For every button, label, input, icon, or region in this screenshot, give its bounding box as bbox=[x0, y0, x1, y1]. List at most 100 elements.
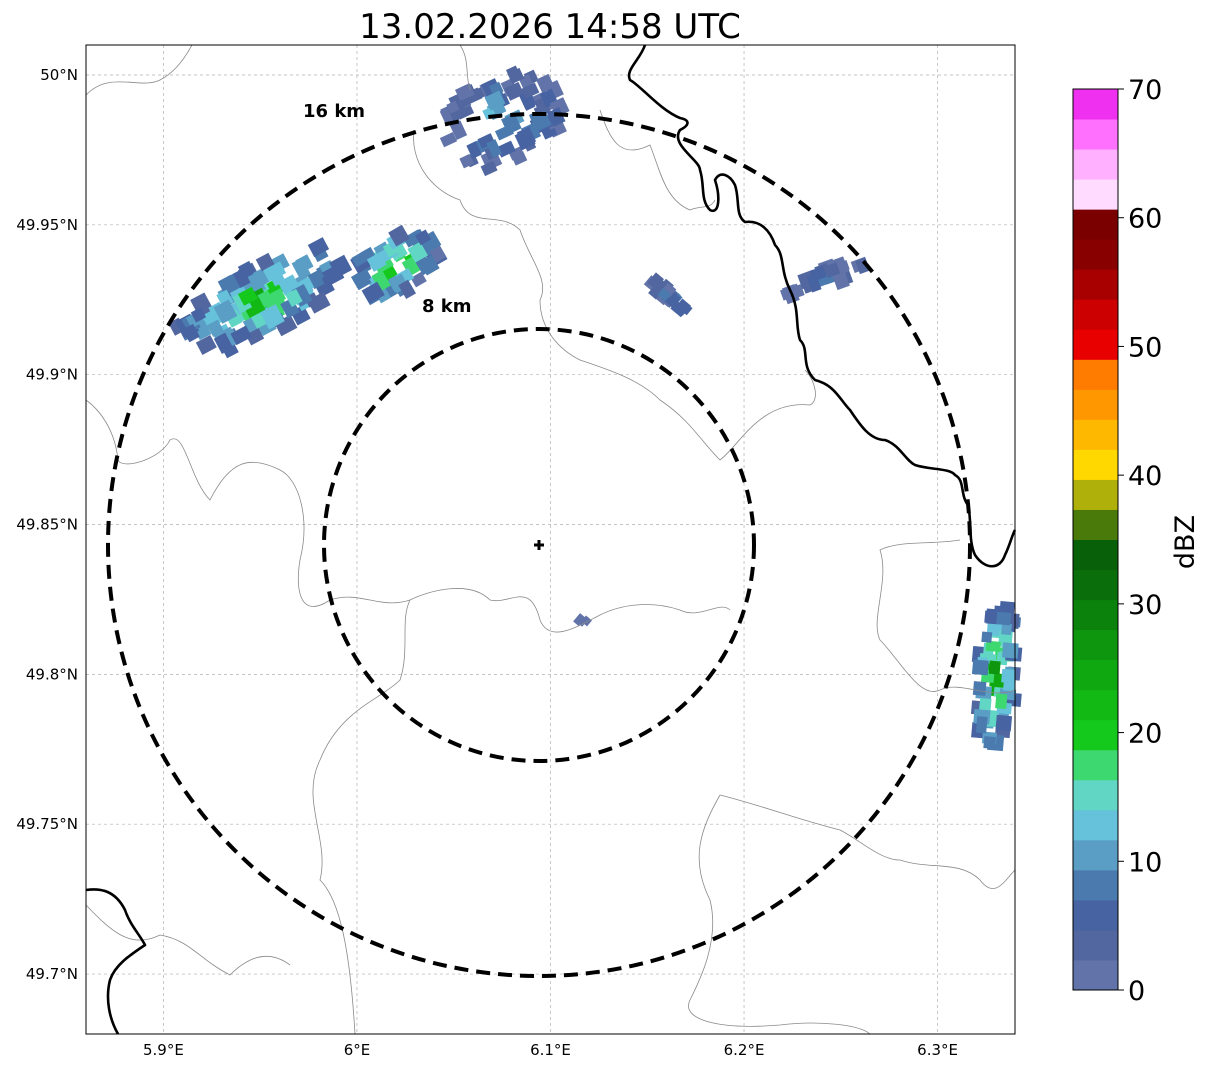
echo-pixel bbox=[657, 287, 671, 302]
echo-pixel bbox=[207, 319, 225, 338]
echo-pixel bbox=[232, 268, 251, 289]
echo-pixel bbox=[195, 334, 217, 355]
colorbar-tick-label: 20 bbox=[1128, 719, 1162, 750]
ring-16km bbox=[106, 112, 972, 978]
echo-pixel bbox=[806, 273, 822, 293]
echo-northwest-cell bbox=[168, 237, 353, 359]
echo-pixel bbox=[307, 291, 331, 314]
colorbar-swatch bbox=[1073, 509, 1118, 540]
echo-pixel bbox=[388, 273, 408, 292]
admin-borders bbox=[85, 44, 1017, 1035]
colorbar-swatch bbox=[1073, 659, 1118, 691]
colorbar-swatch bbox=[1073, 89, 1118, 120]
colorbar-swatch bbox=[1073, 599, 1118, 631]
echo-pixel bbox=[972, 681, 987, 696]
y-tick-label: 49.95°N bbox=[16, 216, 78, 234]
echo-pixel bbox=[832, 271, 850, 291]
colorbar-swatch bbox=[1073, 809, 1118, 841]
colorbar-tick-label: 40 bbox=[1128, 461, 1162, 492]
colorbar-tick-label: 30 bbox=[1128, 590, 1162, 621]
echo-pixel bbox=[547, 107, 566, 127]
colorbar-swatch bbox=[1073, 899, 1118, 931]
map-axes[interactable]: 8 km 16 km bbox=[85, 44, 1030, 1035]
echo-pixel bbox=[480, 160, 498, 177]
echo-pixel bbox=[1001, 642, 1019, 659]
colorbar-swatch bbox=[1073, 719, 1118, 751]
echo-pixel bbox=[459, 153, 475, 169]
echo-pixel bbox=[285, 288, 303, 308]
radar-site-marker bbox=[534, 540, 544, 550]
colorbar-swatch bbox=[1073, 779, 1118, 811]
echo-pixel bbox=[295, 254, 314, 273]
colorbar-swatch bbox=[1073, 209, 1118, 240]
echo-pixel bbox=[274, 314, 298, 337]
colorbar-swatch bbox=[1073, 959, 1118, 991]
echo-pixel bbox=[398, 279, 417, 300]
echo-pixel bbox=[407, 241, 428, 263]
echo-southeast-edge-cell bbox=[970, 601, 1023, 752]
y-tick-label: 49.85°N bbox=[16, 516, 78, 534]
y-tick-label: 49.8°N bbox=[26, 665, 78, 683]
echo-pixel bbox=[661, 282, 677, 298]
echo-pixel bbox=[836, 260, 850, 273]
colorbar-label: dBZ bbox=[1170, 515, 1201, 569]
echo-northeast-small-cell bbox=[643, 272, 693, 318]
echo-pixel bbox=[307, 270, 325, 290]
echo-pixel bbox=[213, 332, 234, 354]
x-tick-label: 5.9°E bbox=[143, 1041, 184, 1059]
x-tick-label: 6.2°E bbox=[724, 1041, 765, 1059]
colorbar: 0 10 20 30 40 50 60 70 dBZ bbox=[1072, 75, 1201, 1007]
colorbar-tick-label: 0 bbox=[1128, 976, 1145, 1007]
colorbar-swatch bbox=[1073, 479, 1118, 510]
echo-pixel bbox=[263, 261, 287, 283]
x-tick-label: 6°E bbox=[344, 1041, 371, 1059]
echo-pixel bbox=[388, 224, 410, 247]
colorbar-tick-label: 10 bbox=[1128, 847, 1162, 878]
echo-pixel bbox=[237, 286, 258, 306]
echo-pixel bbox=[454, 83, 475, 102]
echo-pixel bbox=[516, 126, 537, 148]
echo-pixel bbox=[415, 229, 432, 246]
echo-pixel bbox=[265, 288, 287, 307]
echo-pixel bbox=[648, 284, 663, 300]
x-axis-ticks: 5.9°E 6°E 6.1°E 6.2°E 6.3°E bbox=[143, 1041, 958, 1059]
echo-pixel bbox=[366, 252, 387, 272]
colorbar-swatches bbox=[1073, 89, 1118, 991]
echo-pixel bbox=[996, 611, 1012, 626]
colorbar-frame bbox=[1072, 88, 1119, 991]
y-tick-label: 49.7°N bbox=[26, 965, 78, 983]
echo-pixel bbox=[351, 249, 371, 268]
echo-pixel bbox=[449, 120, 468, 141]
echo-pixel bbox=[486, 139, 503, 158]
echo-pixel bbox=[291, 283, 313, 307]
echo-pixel bbox=[484, 90, 506, 111]
echo-pixel bbox=[410, 271, 427, 288]
ring-8km-label: 8 km bbox=[422, 296, 472, 317]
echo-pixel bbox=[307, 237, 330, 258]
echo-pixel bbox=[371, 269, 391, 292]
echo-pixel bbox=[321, 264, 345, 286]
echo-pixel bbox=[190, 307, 207, 323]
echo-pixel bbox=[439, 132, 458, 148]
echo-pixel bbox=[245, 328, 265, 346]
echo-pixel bbox=[213, 299, 238, 324]
colorbar-swatch bbox=[1073, 179, 1118, 210]
colorbar-swatch bbox=[1073, 839, 1118, 871]
reflectivity-echoes bbox=[168, 65, 1023, 752]
gridlines bbox=[86, 45, 1015, 1034]
echo-east-cell bbox=[779, 256, 871, 305]
echo-pixel bbox=[533, 96, 551, 117]
echo-pixel bbox=[647, 272, 664, 290]
echo-pixel bbox=[350, 269, 372, 291]
colorbar-swatch bbox=[1073, 299, 1118, 330]
echo-pixel bbox=[981, 631, 993, 643]
echo-pixel bbox=[971, 659, 989, 676]
colorbar-swatch bbox=[1073, 239, 1118, 270]
echo-pixel bbox=[999, 601, 1015, 614]
colorbar-swatch bbox=[1073, 929, 1118, 961]
colorbar-swatch bbox=[1073, 749, 1118, 781]
echo-pixel bbox=[446, 100, 460, 114]
echo-pixel bbox=[983, 736, 997, 750]
echo-pixel bbox=[501, 113, 522, 135]
